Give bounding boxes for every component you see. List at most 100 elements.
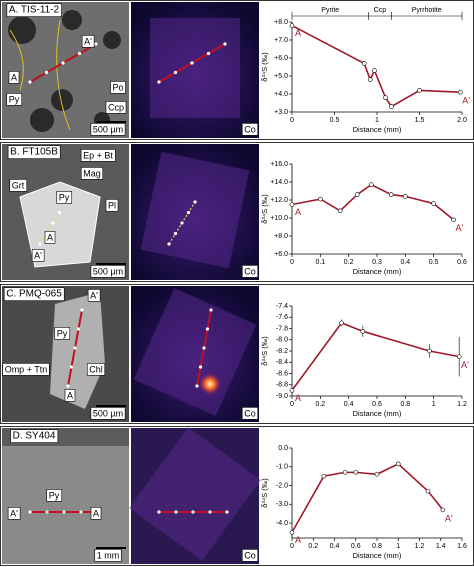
x-tick-label: 0.5 — [429, 259, 439, 266]
spot — [223, 42, 227, 46]
scale-label-group: 500 µm — [90, 123, 126, 136]
map-label-box — [241, 407, 259, 420]
mineral-label: Py — [49, 490, 60, 500]
mineral-label-box — [46, 489, 63, 502]
mineral-label: Py — [59, 192, 70, 202]
mineral-label-box — [86, 363, 106, 376]
spot — [209, 308, 213, 312]
map-label: Co — [244, 124, 256, 134]
spot — [202, 346, 206, 350]
mineral-label-group: Py — [56, 191, 73, 204]
scale-bar — [96, 263, 126, 265]
series-line — [291, 462, 444, 533]
mineral-label-group: A' — [87, 289, 101, 302]
spot — [206, 51, 211, 56]
x-tick-label: 0.6 — [372, 401, 382, 408]
crystal — [2, 446, 129, 564]
data-point — [289, 530, 295, 535]
x-tick-label: 0 — [290, 259, 294, 266]
mineral-label-box — [31, 249, 45, 262]
x-axis-label: Distance (mm) — [353, 125, 402, 134]
mineral-label-box — [87, 289, 101, 302]
x-tick-label: 0.2 — [344, 259, 354, 266]
mineral-label-group: Ep + Bt — [80, 149, 116, 162]
x-tick-label: 1.4 — [436, 543, 446, 550]
spot — [190, 61, 194, 65]
mineral-label-group: A' — [7, 507, 21, 520]
data-point — [389, 104, 394, 109]
y-tick-label: +8.0 — [274, 19, 288, 26]
y-tick-label: -8.2 — [276, 348, 288, 355]
grain — [103, 31, 121, 49]
scale-label-group: 500 µm — [90, 407, 126, 420]
panel-title-box — [6, 3, 62, 17]
map-label: Co — [244, 550, 256, 560]
mineral-label: Ep + Bt — [83, 150, 113, 160]
x-tick-label: 0 — [290, 401, 294, 408]
spot — [191, 510, 195, 514]
spot — [45, 510, 49, 514]
data-point — [339, 320, 344, 326]
x-tick-label: 1.6 — [457, 543, 467, 550]
co-crystal — [150, 18, 240, 118]
mineral-label-group: A' — [81, 35, 95, 48]
mineral-label-box — [90, 507, 102, 520]
panel-title: A. TIS-11-2 — [9, 5, 60, 16]
x-tick-label: 0.4 — [344, 401, 354, 408]
point-label: A' — [462, 96, 470, 106]
data-point — [321, 473, 327, 479]
spot — [225, 510, 229, 514]
mineral-label: Mag — [83, 168, 101, 178]
x-tick-label: 1 — [432, 401, 436, 408]
mineral-label-group: Py — [54, 327, 71, 340]
y-tick-label: -3.0 — [276, 501, 288, 508]
data-point — [417, 88, 422, 93]
spot — [28, 80, 32, 84]
data-point — [457, 89, 463, 95]
x-tick-label: 1 — [396, 543, 400, 550]
y-tick-label: +3.0 — [274, 109, 288, 116]
x-tick-label: 1.2 — [457, 401, 467, 408]
y-tick-label: +5.0 — [274, 73, 288, 80]
spot — [198, 365, 203, 369]
mineral-label-group: Chl — [86, 363, 106, 376]
y-tick-label: -9.0 — [276, 393, 288, 400]
spot — [38, 242, 42, 246]
y-tick-label: +8.0 — [274, 233, 288, 240]
y-tick-label: -7.6 — [276, 314, 288, 321]
point-label: A' — [456, 223, 464, 233]
data-point — [354, 192, 360, 197]
mineral-label: A — [11, 72, 17, 82]
co-crystal — [129, 427, 261, 561]
mineral-label-group: A' — [31, 249, 45, 262]
y-tick-label: +6.0 — [274, 251, 288, 258]
panel-title-group: B. FT105B — [7, 145, 61, 159]
data-point — [403, 194, 408, 199]
data-point — [388, 192, 394, 197]
scale-label: 500 µm — [93, 408, 123, 418]
grain — [30, 108, 54, 132]
mineral-label-group: Omp + Ttn — [2, 363, 50, 376]
scale-label-box — [90, 123, 126, 136]
data-point — [337, 208, 343, 214]
panel-title: B. FT105B — [10, 147, 58, 158]
scale-label-box — [94, 549, 122, 562]
mineral-label-box — [105, 199, 119, 212]
data-point — [440, 507, 446, 513]
y-axis-label: δ³⁴S (‰) — [260, 52, 269, 82]
map-label: Co — [244, 408, 256, 418]
scale-label: 1 mm — [97, 550, 120, 560]
mineral-label: A — [67, 390, 73, 400]
x-tick-label: 0.2 — [315, 401, 325, 408]
co-crystal — [140, 151, 250, 269]
mineral-label-group: Po — [110, 81, 126, 94]
mineral-label-box — [44, 231, 56, 244]
panel-title-box — [10, 429, 59, 443]
spot — [173, 70, 178, 75]
series-line — [291, 24, 461, 108]
mineral-label: A — [47, 232, 53, 242]
data-point — [289, 388, 295, 393]
mineral-label-box — [8, 71, 20, 84]
spot — [77, 51, 82, 56]
